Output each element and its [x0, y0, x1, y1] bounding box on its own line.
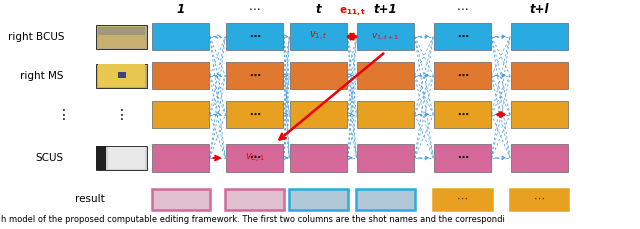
- FancyBboxPatch shape: [152, 23, 209, 50]
- FancyBboxPatch shape: [511, 23, 568, 50]
- FancyBboxPatch shape: [434, 144, 491, 172]
- FancyBboxPatch shape: [225, 189, 284, 210]
- Text: t+l: t+l: [529, 3, 549, 16]
- Bar: [96, 146, 147, 170]
- Text: SCUS: SCUS: [36, 153, 64, 163]
- FancyBboxPatch shape: [434, 23, 491, 50]
- Text: ⋯: ⋯: [457, 32, 468, 42]
- FancyBboxPatch shape: [289, 189, 348, 210]
- Text: $v_{1,t}$: $v_{1,t}$: [309, 30, 328, 43]
- Text: ⋯: ⋯: [249, 153, 260, 163]
- FancyBboxPatch shape: [357, 62, 414, 89]
- FancyBboxPatch shape: [357, 23, 414, 50]
- FancyBboxPatch shape: [357, 101, 414, 128]
- FancyBboxPatch shape: [511, 101, 568, 128]
- FancyBboxPatch shape: [511, 144, 568, 172]
- FancyBboxPatch shape: [152, 189, 210, 210]
- FancyBboxPatch shape: [226, 62, 283, 89]
- Text: result: result: [75, 194, 104, 204]
- FancyBboxPatch shape: [290, 101, 347, 128]
- FancyBboxPatch shape: [152, 144, 209, 172]
- FancyBboxPatch shape: [434, 101, 491, 128]
- Text: right MS: right MS: [20, 71, 64, 81]
- FancyBboxPatch shape: [357, 144, 414, 172]
- Text: ⋯: ⋯: [457, 194, 468, 204]
- Text: ⋯: ⋯: [457, 153, 468, 163]
- Bar: [96, 25, 147, 49]
- Text: $\mathbf{e_{11,t}}$: $\mathbf{e_{11,t}}$: [339, 5, 365, 18]
- Text: ⋯: ⋯: [457, 109, 468, 120]
- Bar: [96, 64, 147, 88]
- Text: ⋯: ⋯: [457, 71, 468, 81]
- Text: right BCUS: right BCUS: [8, 32, 64, 42]
- FancyBboxPatch shape: [226, 101, 283, 128]
- Text: ⋯: ⋯: [456, 3, 468, 16]
- Bar: [98, 65, 145, 87]
- Text: $v_{1,t+1}$: $v_{1,t+1}$: [371, 32, 400, 42]
- FancyBboxPatch shape: [511, 62, 568, 89]
- FancyBboxPatch shape: [434, 62, 491, 89]
- Bar: [96, 146, 106, 170]
- Text: ⋮: ⋮: [115, 107, 129, 122]
- FancyBboxPatch shape: [356, 189, 415, 210]
- Bar: [98, 27, 145, 35]
- Bar: [98, 26, 145, 48]
- Text: h model of the proposed computable editing framework. The first two columns are : h model of the proposed computable editi…: [1, 215, 505, 224]
- Text: t+1: t+1: [374, 3, 397, 16]
- FancyBboxPatch shape: [226, 23, 283, 50]
- FancyBboxPatch shape: [290, 23, 347, 50]
- Text: 1: 1: [177, 3, 185, 16]
- Text: ⋯: ⋯: [248, 3, 260, 16]
- FancyBboxPatch shape: [433, 189, 492, 210]
- Bar: [118, 72, 126, 78]
- FancyBboxPatch shape: [290, 144, 347, 172]
- FancyBboxPatch shape: [152, 62, 209, 89]
- Text: ⋯: ⋯: [249, 71, 260, 81]
- FancyBboxPatch shape: [510, 189, 568, 210]
- Text: $v_{C,1}$: $v_{C,1}$: [244, 151, 264, 165]
- Text: ⋯: ⋯: [249, 32, 260, 42]
- FancyBboxPatch shape: [226, 144, 283, 172]
- FancyBboxPatch shape: [152, 101, 209, 128]
- Bar: [108, 147, 145, 169]
- Text: ⋮: ⋮: [57, 107, 71, 122]
- Text: ⋯: ⋯: [534, 194, 545, 204]
- Text: t: t: [316, 3, 321, 16]
- FancyBboxPatch shape: [290, 62, 347, 89]
- Text: ⋯: ⋯: [249, 109, 260, 120]
